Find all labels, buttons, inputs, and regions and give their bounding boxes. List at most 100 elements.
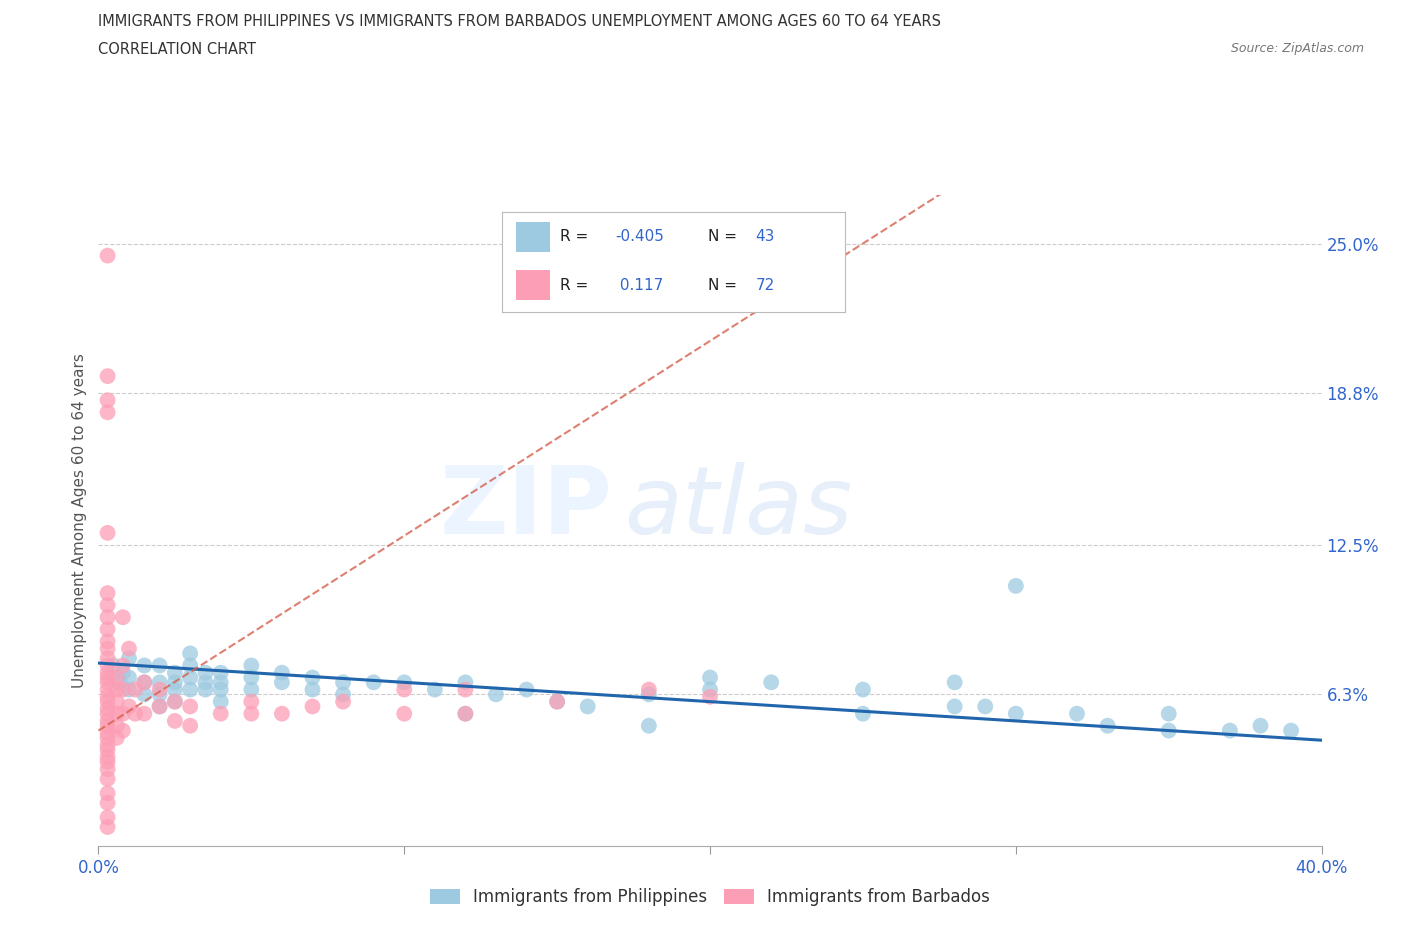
Point — [392, 675, 416, 690]
Point — [1157, 706, 1180, 721]
Point — [1004, 706, 1026, 721]
Point — [1157, 724, 1180, 738]
Point — [1066, 706, 1088, 721]
Point — [111, 724, 134, 738]
Point — [546, 694, 568, 709]
Point — [97, 742, 120, 757]
Point — [332, 675, 354, 690]
Point — [149, 675, 172, 690]
Point — [240, 658, 263, 673]
Point — [546, 694, 568, 709]
Point — [576, 699, 599, 714]
Point — [105, 730, 128, 745]
Point — [149, 658, 172, 673]
Point — [134, 675, 156, 690]
Point — [97, 634, 120, 649]
Point — [240, 682, 263, 697]
Point — [118, 682, 141, 697]
Point — [103, 658, 125, 673]
Point — [108, 675, 131, 690]
Point — [111, 658, 134, 673]
Point — [97, 368, 120, 383]
Point — [332, 687, 354, 702]
Point — [1279, 724, 1302, 738]
Point — [454, 682, 477, 697]
Point — [134, 706, 156, 721]
Text: atlas: atlas — [624, 462, 852, 553]
Point — [97, 706, 120, 721]
Point — [179, 658, 201, 673]
Point — [301, 671, 323, 685]
Point — [97, 762, 120, 777]
Point — [179, 646, 201, 661]
Point — [97, 675, 120, 690]
Point — [209, 694, 232, 709]
Point — [97, 713, 120, 728]
Point — [301, 699, 323, 714]
Point — [179, 671, 201, 685]
Point — [209, 682, 232, 697]
Point — [97, 641, 120, 656]
Point — [699, 682, 721, 697]
Point — [97, 795, 120, 810]
Point — [209, 675, 232, 690]
Point — [163, 675, 186, 690]
Point — [454, 706, 477, 721]
Point — [97, 701, 120, 716]
Point — [974, 699, 997, 714]
Point — [454, 675, 477, 690]
Point — [1249, 718, 1271, 733]
Point — [163, 665, 186, 680]
Point — [118, 651, 141, 666]
Point — [97, 689, 120, 704]
Point — [97, 771, 120, 786]
Point — [111, 682, 134, 697]
Point — [852, 682, 875, 697]
Point — [301, 682, 323, 697]
Point — [111, 610, 134, 625]
Point — [759, 675, 782, 690]
Point — [699, 671, 721, 685]
Point — [485, 687, 508, 702]
Point — [332, 694, 354, 709]
Point — [134, 687, 156, 702]
Point — [97, 730, 120, 745]
Point — [163, 694, 186, 709]
Point — [97, 725, 120, 740]
Point — [637, 682, 661, 697]
Point — [149, 682, 172, 697]
Point — [118, 699, 141, 714]
Point — [97, 671, 120, 685]
Point — [699, 689, 721, 704]
Point — [240, 694, 263, 709]
Text: CORRELATION CHART: CORRELATION CHART — [98, 42, 256, 57]
Point — [240, 706, 263, 721]
Point — [194, 665, 217, 680]
Point — [134, 675, 156, 690]
Point — [97, 525, 120, 540]
Point — [97, 610, 120, 625]
Point — [194, 682, 217, 697]
Point — [423, 682, 446, 697]
Point — [97, 405, 120, 419]
Point — [111, 706, 134, 721]
Point — [97, 622, 120, 637]
Text: Source: ZipAtlas.com: Source: ZipAtlas.com — [1230, 42, 1364, 55]
Point — [209, 706, 232, 721]
Point — [149, 699, 172, 714]
Point — [363, 675, 385, 690]
Point — [97, 694, 120, 709]
Point — [516, 682, 538, 697]
Point — [163, 682, 186, 697]
Point — [97, 682, 120, 697]
Point — [1219, 724, 1241, 738]
Point — [105, 706, 128, 721]
Point — [97, 786, 120, 801]
Point — [852, 706, 875, 721]
Text: IMMIGRANTS FROM PHILIPPINES VS IMMIGRANTS FROM BARBADOS UNEMPLOYMENT AMONG AGES : IMMIGRANTS FROM PHILIPPINES VS IMMIGRANT… — [98, 14, 942, 29]
Point — [392, 706, 416, 721]
Point — [124, 706, 146, 721]
Point — [943, 699, 966, 714]
Point — [149, 687, 172, 702]
Point — [179, 682, 201, 697]
